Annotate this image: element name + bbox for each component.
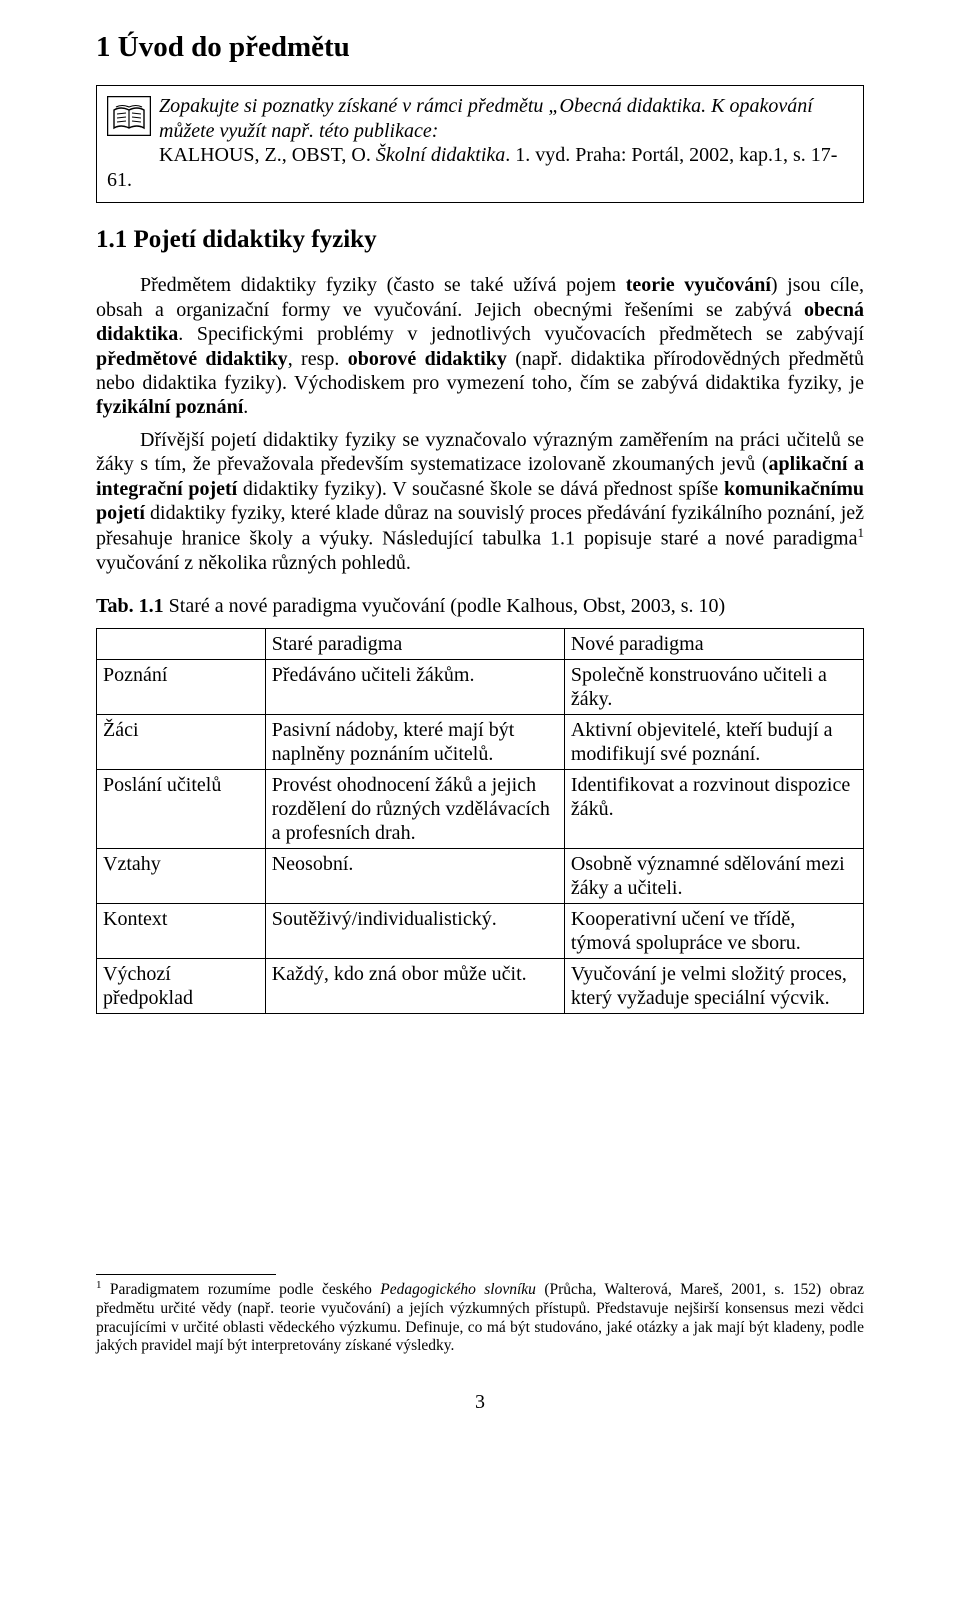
table-cell: Žáci: [97, 715, 266, 770]
paragraph-2: Dřívější pojetí didaktiky fyziky se vyzn…: [96, 428, 864, 576]
table-cell: Výchozí předpoklad: [97, 959, 266, 1014]
paradigm-table: Staré paradigma Nové paradigma Poznání P…: [96, 628, 864, 1014]
table-cell: Aktivní objevitelé, kteří budují a modif…: [564, 715, 863, 770]
table-row: Žáci Pasivní nádoby, které mají být napl…: [97, 715, 864, 770]
callout-cite-prefix: KALHOUS, Z., OBST, O.: [159, 144, 376, 166]
table-cell: Pasivní nádoby, které mají být naplněny …: [265, 715, 564, 770]
p1-e: . Specifickými problémy v jednotlivých v…: [178, 323, 864, 345]
table-row: Výchozí předpoklad Každý, kdo zná obor m…: [97, 959, 864, 1014]
books-icon: [107, 96, 151, 142]
table-cell: Osobně významné sdělování mezi žáky a uč…: [564, 849, 863, 904]
fn-b: Pedagogického slovníku: [380, 1281, 536, 1298]
table-cell: Každý, kdo zná obor může učit.: [265, 959, 564, 1014]
table-row: Poslání učitelů Provést ohodnocení žáků …: [97, 770, 864, 849]
table-cell: Poslání učitelů: [97, 770, 266, 849]
p1-g: , resp.: [288, 348, 348, 370]
table-cell: Nové paradigma: [564, 629, 863, 660]
p2-e: didaktiky fyziky, které klade důraz na s…: [96, 502, 864, 550]
p1-k: .: [243, 396, 248, 418]
page: 1 Úvod do předmětu Zopakujte si poznatky…: [0, 0, 960, 1454]
footnote-1: 1 Paradigmatem rozumíme podle českého Pe…: [96, 1279, 864, 1356]
p1-f: předmětové didaktiky: [96, 348, 288, 370]
table-cell: Poznání: [97, 660, 266, 715]
tab-cap-rest: Staré a nové paradigma vyučování (podle …: [164, 595, 726, 617]
callout-line1: Zopakujte si poznatky získané v rámci př…: [159, 95, 813, 141]
table-row: Staré paradigma Nové paradigma: [97, 629, 864, 660]
p1-a: Předmětem didaktiky fyziky (často se tak…: [140, 274, 626, 296]
table-cell: Neosobní.: [265, 849, 564, 904]
p1-h: oborové didaktiky: [348, 348, 507, 370]
p2-f: vyučování z několika různých pohledů.: [96, 552, 411, 574]
footnote-separator: [96, 1274, 276, 1275]
table-cell: Soutěživý/individualistický.: [265, 904, 564, 959]
page-number: 3: [96, 1390, 864, 1414]
table-cell: Vyučování je velmi složitý proces, který…: [564, 959, 863, 1014]
heading-1: 1 Úvod do předmětu: [96, 30, 864, 65]
p2-a: Dřívější pojetí didaktiky fyziky se vyzn…: [96, 429, 864, 475]
table-caption: Tab. 1.1 Staré a nové paradigma vyučován…: [96, 594, 864, 618]
table-cell: Provést ohodnocení žáků a jejich rozděle…: [265, 770, 564, 849]
table-row: Poznání Předáváno učiteli žákům. Společn…: [97, 660, 864, 715]
fn-a: Paradigmatem rozumíme podle českého: [102, 1281, 381, 1298]
table-cell: Předáváno učiteli žákům.: [265, 660, 564, 715]
tab-cap-b: Tab. 1.1: [96, 595, 164, 617]
table-cell: Vztahy: [97, 849, 266, 904]
p1-b: teorie vyučování: [626, 274, 771, 296]
table-cell: Společně konstruováno učiteli a žáky.: [564, 660, 863, 715]
footnote-ref-1: 1: [858, 525, 865, 540]
table-row: Vztahy Neosobní. Osobně významné sdělová…: [97, 849, 864, 904]
callout-cite-title: Školní didaktika: [376, 144, 505, 166]
table-cell: [97, 629, 266, 660]
table-cell: Kontext: [97, 904, 266, 959]
p1-j: fyzikální poznání: [96, 396, 243, 418]
table-row: Kontext Soutěživý/individualistický. Koo…: [97, 904, 864, 959]
p2-c: didaktiky fyziky). V současné škole se d…: [237, 478, 724, 500]
callout-box: Zopakujte si poznatky získané v rámci př…: [96, 85, 864, 203]
table-cell: Kooperativní učení ve třídě, týmová spol…: [564, 904, 863, 959]
callout-text: Zopakujte si poznatky získané v rámci př…: [107, 94, 853, 192]
table-cell: Staré paradigma: [265, 629, 564, 660]
table-cell: Identifikovat a rozvinout dispozice žáků…: [564, 770, 863, 849]
heading-2: 1.1 Pojetí didaktiky fyziky: [96, 225, 864, 256]
paragraph-1: Předmětem didaktiky fyziky (často se tak…: [96, 273, 864, 419]
